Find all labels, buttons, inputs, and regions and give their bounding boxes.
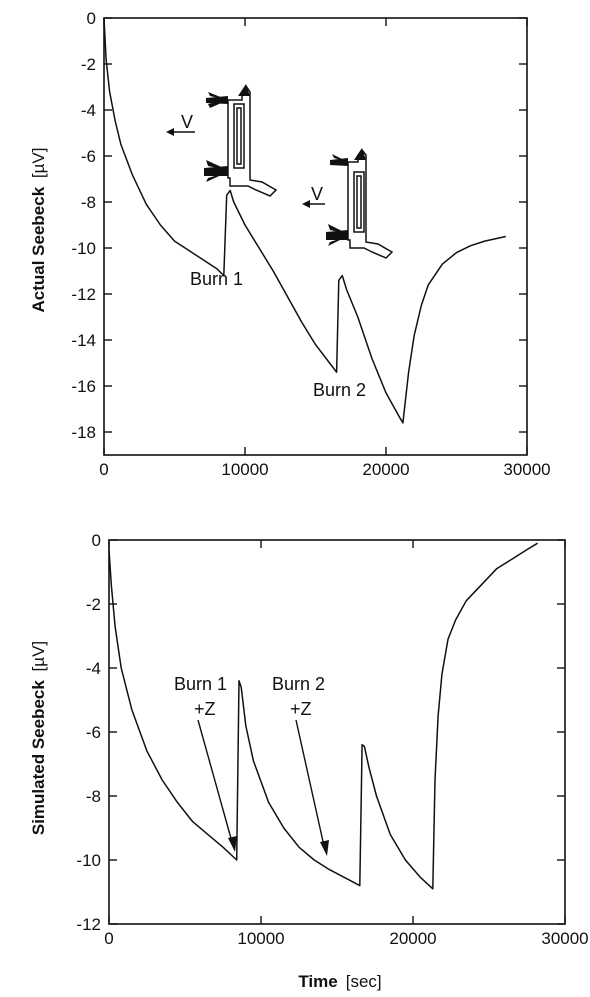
- bottom-ytick-label-1: -2: [86, 595, 101, 614]
- top-xtick-label-3: 30000: [503, 460, 550, 479]
- burn2-arrow: [295, 719, 325, 847]
- top-annotation-burn1: Burn 1: [190, 269, 243, 289]
- burn1-arrowhead: [228, 836, 237, 852]
- top-ytick-label-5: -10: [71, 239, 96, 258]
- bottom-annotation-burn1-line1: Burn 1: [174, 674, 227, 694]
- bottom-ytick-label-0: 0: [92, 531, 101, 550]
- top-ytick-label-1: -2: [81, 55, 96, 74]
- bottom-xlabel-text: Time: [298, 972, 337, 991]
- top-ytick-label-0: 0: [87, 9, 96, 28]
- bottom-xtick-label-1: 10000: [237, 929, 284, 948]
- burn1-arrow: [197, 719, 233, 843]
- top-plot-frame: [103, 17, 528, 456]
- top-ytick-label-7: -14: [71, 331, 96, 350]
- bottom-xtick-label-0: 0: [104, 929, 113, 948]
- top-ytick-label-4: -8: [81, 193, 96, 212]
- bottom-ytick-label-3: -6: [86, 723, 101, 742]
- top-annotation-v1: V: [181, 112, 193, 132]
- bottom-xlabel-unit: [sec]: [346, 972, 382, 991]
- velocity-arrowhead-1: [166, 128, 174, 136]
- bottom-xlabel: Time [sec]: [298, 972, 381, 991]
- thruster-diagram-icon-2: [326, 148, 394, 259]
- bottom-ytick-label-2: -4: [86, 659, 101, 678]
- bottom-xtick-label-3: 30000: [541, 929, 588, 948]
- bottom-annotation-burn1-line2: +Z: [194, 699, 216, 719]
- bottom-ytick-label-6: -12: [76, 915, 101, 934]
- bottom-ticks: [108, 539, 566, 925]
- bottom-ylabel-unit: [µV]: [29, 641, 48, 672]
- velocity-arrowhead-2: [302, 200, 310, 208]
- top-ytick-label-3: -6: [81, 147, 96, 166]
- top-xtick-label-2: 20000: [362, 460, 409, 479]
- bottom-tick-labels: 0 10000 20000 30000 0 -2 -4 -6 -8 -10 -12: [76, 531, 588, 948]
- bottom-series-line: [108, 542, 538, 890]
- bottom-annotation-burn2-line1: Burn 2: [272, 674, 325, 694]
- top-chart: 0 10000 20000 30000 0 -2 -4 -6 -8 -10 -12 -14 -16 -18…: [29, 9, 551, 479]
- bottom-ylabel-text: Simulated Seebeck: [29, 680, 48, 836]
- top-ytick-label-8: -16: [71, 377, 96, 396]
- top-ylabel: Actual Seebeck [µV]: [29, 147, 48, 312]
- thruster-diagram-icon-1: [204, 84, 278, 197]
- bottom-plot-frame: [108, 539, 566, 925]
- bottom-annotation-burn2-line2: +Z: [290, 699, 312, 719]
- top-annotation-v2: V: [311, 184, 323, 204]
- bottom-ytick-label-5: -10: [76, 851, 101, 870]
- bottom-ytick-label-4: -8: [86, 787, 101, 806]
- top-ticks: [103, 17, 528, 455]
- top-xtick-label-0: 0: [99, 460, 108, 479]
- bottom-chart: 0 10000 20000 30000 0 -2 -4 -6 -8 -10 -12 Simulate…: [29, 531, 589, 991]
- bottom-ylabel: Simulated Seebeck [µV]: [29, 641, 48, 835]
- burn2-arrowhead: [320, 840, 329, 856]
- top-tick-labels: 0 10000 20000 30000 0 -2 -4 -6 -8 -10 -12 -14 -16 -18: [71, 9, 550, 479]
- top-annotation-burn2: Burn 2: [313, 380, 366, 400]
- top-xtick-label-1: 10000: [221, 460, 268, 479]
- bottom-xtick-label-2: 20000: [389, 929, 436, 948]
- top-ytick-label-9: -18: [71, 423, 96, 442]
- top-ytick-label-6: -12: [71, 285, 96, 304]
- top-ytick-label-2: -4: [81, 101, 96, 120]
- top-ylabel-unit: [µV]: [29, 147, 48, 178]
- top-ylabel-text: Actual Seebeck: [29, 186, 48, 312]
- top-series-line: [103, 17, 506, 424]
